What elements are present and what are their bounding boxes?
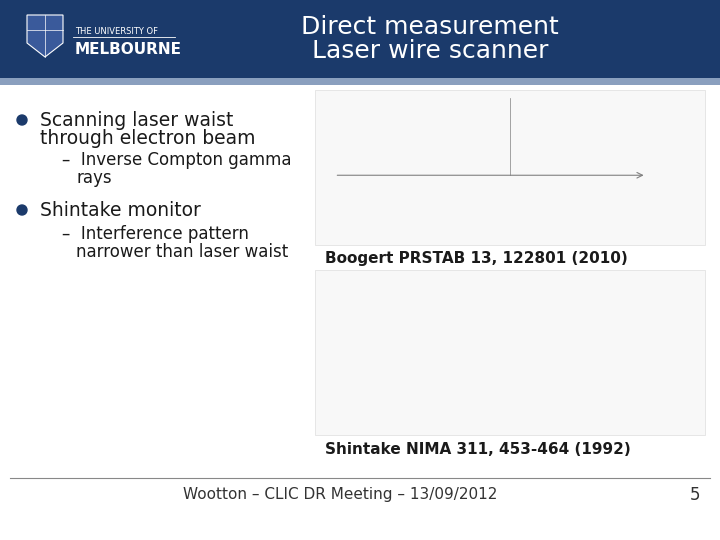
Bar <box>315 90 705 245</box>
Text: MELBOURNE: MELBOURNE <box>75 42 182 57</box>
Text: Direct measurement: Direct measurement <box>301 15 559 39</box>
Circle shape <box>17 205 27 215</box>
Text: 5: 5 <box>690 486 701 504</box>
Text: Wootton – CLIC DR Meeting – 13/09/2012: Wootton – CLIC DR Meeting – 13/09/2012 <box>183 488 498 503</box>
Bar <box>315 270 705 435</box>
Text: –  Inverse Compton gamma: – Inverse Compton gamma <box>62 151 292 169</box>
Text: Laser wire scanner: Laser wire scanner <box>312 39 548 63</box>
Text: Scanning laser waist: Scanning laser waist <box>40 111 233 130</box>
Circle shape <box>17 115 27 125</box>
Bar <box>0 78 720 85</box>
Text: THE UNIVERSITY OF: THE UNIVERSITY OF <box>75 26 158 36</box>
Text: rays: rays <box>76 169 112 187</box>
Polygon shape <box>27 15 63 57</box>
Text: –  Interference pattern: – Interference pattern <box>62 225 249 243</box>
Text: narrower than laser waist: narrower than laser waist <box>76 243 288 261</box>
Text: Boogert PRSTAB 13, 122801 (2010): Boogert PRSTAB 13, 122801 (2010) <box>325 252 628 267</box>
Text: Shintake NIMA 311, 453-464 (1992): Shintake NIMA 311, 453-464 (1992) <box>325 442 631 456</box>
Bar <box>0 0 720 78</box>
Text: Shintake monitor: Shintake monitor <box>40 200 201 219</box>
Text: through electron beam: through electron beam <box>40 129 256 147</box>
